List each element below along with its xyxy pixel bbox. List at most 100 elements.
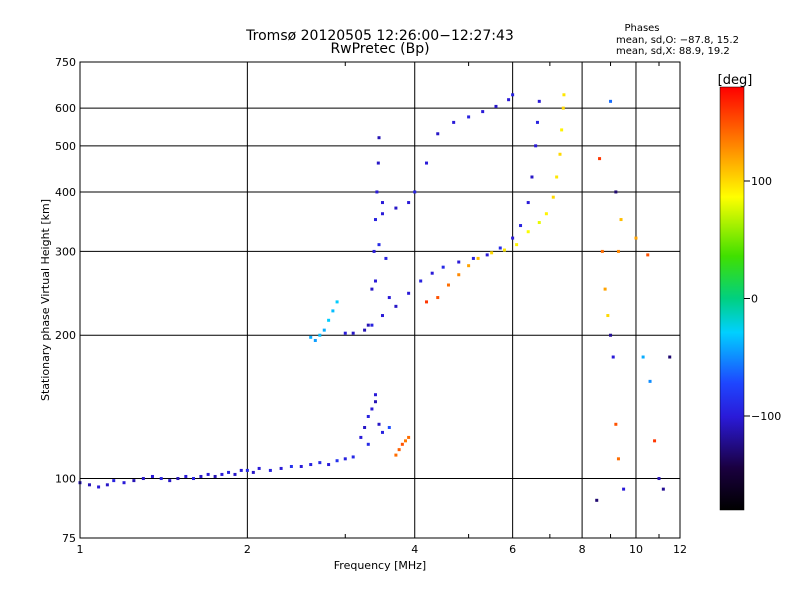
scatter-point — [322, 328, 326, 332]
scatter-point — [380, 201, 384, 205]
scatter-point — [400, 442, 404, 446]
x-tick-label: 10 — [629, 543, 643, 556]
scatter-point — [375, 190, 379, 194]
scatter-point — [268, 468, 272, 472]
scatter-point — [394, 453, 398, 457]
scatter-point — [498, 246, 502, 250]
scatter-point — [105, 483, 109, 487]
colorbar-tick-label: 100 — [751, 175, 772, 188]
scatter-point — [373, 218, 377, 222]
scatter-point — [519, 224, 523, 228]
phases-title: Phases — [624, 23, 659, 34]
scatter-point — [373, 393, 377, 397]
scatter-point — [614, 422, 618, 426]
scatter-point — [614, 190, 618, 194]
y-tick-labels: 75 100 200 300 400 500 600 750 — [55, 56, 76, 545]
scatter-point — [407, 201, 411, 205]
scatter-point — [176, 477, 180, 481]
scatter-point — [494, 104, 498, 108]
colorbar — [719, 86, 745, 511]
scatter-point — [343, 457, 347, 461]
scatter-point — [471, 256, 475, 260]
scatter-point — [457, 273, 461, 277]
scatter-point — [616, 249, 620, 253]
scatter-point — [233, 472, 237, 476]
scatter-point — [141, 477, 145, 481]
scatter-point — [425, 300, 429, 304]
scatter-point — [327, 463, 331, 467]
scatter-point — [609, 99, 613, 103]
scatter-point — [370, 407, 374, 411]
scatter-point — [619, 218, 623, 222]
scatter-point — [168, 479, 172, 483]
scatter-point — [467, 264, 471, 268]
scatter-point — [407, 435, 411, 439]
scatter-point — [467, 115, 471, 119]
scatter-point — [363, 328, 367, 332]
scatter-point — [227, 470, 231, 474]
scatter-point — [309, 335, 313, 339]
scatter-point — [363, 425, 367, 429]
scatter-point — [555, 175, 559, 179]
scatter-point — [377, 136, 381, 140]
scatter-point — [661, 487, 665, 491]
plot-frame — [79, 61, 681, 539]
scatter-point — [562, 93, 566, 97]
scatter-point — [87, 483, 91, 487]
scatter-point — [526, 201, 530, 205]
scatter-point — [616, 457, 620, 461]
scatter-point — [598, 157, 602, 161]
y-tick-label: 300 — [55, 245, 76, 258]
scatter-point — [122, 481, 126, 485]
scatter-point — [318, 333, 322, 337]
scatter-point — [648, 379, 652, 383]
scatter-point — [359, 435, 363, 439]
scatter-point — [213, 474, 217, 478]
scatter-point — [668, 355, 672, 359]
scatter-point — [558, 152, 562, 156]
y-tick-label: 600 — [55, 102, 76, 115]
scatter-point — [372, 249, 376, 253]
phases-o-stats: mean, sd,O: −87.8, 15.2 — [616, 35, 739, 46]
x-tick-label: 4 — [411, 543, 418, 556]
scatter-point — [535, 120, 539, 124]
scatter-point — [622, 487, 626, 491]
colorbar-tick-label: 0 — [751, 293, 758, 306]
scatter-point — [380, 430, 384, 434]
grid — [80, 62, 680, 538]
scatter-point — [419, 279, 423, 283]
scatter-point — [184, 474, 188, 478]
scatter-point — [436, 132, 440, 136]
scatter-point — [430, 271, 434, 275]
scatter-point — [413, 190, 417, 194]
x-tick-label: 12 — [673, 543, 687, 556]
scatter-point — [485, 253, 489, 257]
scatter-point — [606, 314, 610, 318]
scatter-point — [97, 485, 101, 489]
scatter-point — [653, 439, 657, 443]
scatter-point — [309, 463, 313, 467]
scatter-point — [384, 256, 388, 260]
scatter-point — [609, 333, 613, 337]
y-tick-label: 75 — [62, 532, 76, 545]
scatter-point — [537, 99, 541, 103]
scatter-point — [343, 331, 347, 335]
scatter-point — [366, 442, 370, 446]
colorbar-label: [deg] — [718, 73, 753, 88]
scatter-point — [490, 251, 494, 255]
colorbar-tick-label: −100 — [751, 410, 781, 423]
scatter-point — [407, 291, 411, 295]
scatter-point — [387, 296, 391, 300]
scatter-point — [441, 265, 445, 269]
y-tick-label: 500 — [55, 140, 76, 153]
scatter-point — [595, 498, 599, 502]
scatter-point — [279, 466, 283, 470]
colorbar-ticks: 100 0 −100 — [744, 175, 781, 423]
scatter-point — [289, 464, 293, 468]
scatter-point — [611, 355, 615, 359]
scatter-point — [377, 422, 381, 426]
scatter-point — [560, 128, 564, 132]
scatter-point — [657, 477, 661, 481]
scatter-point — [318, 461, 322, 465]
